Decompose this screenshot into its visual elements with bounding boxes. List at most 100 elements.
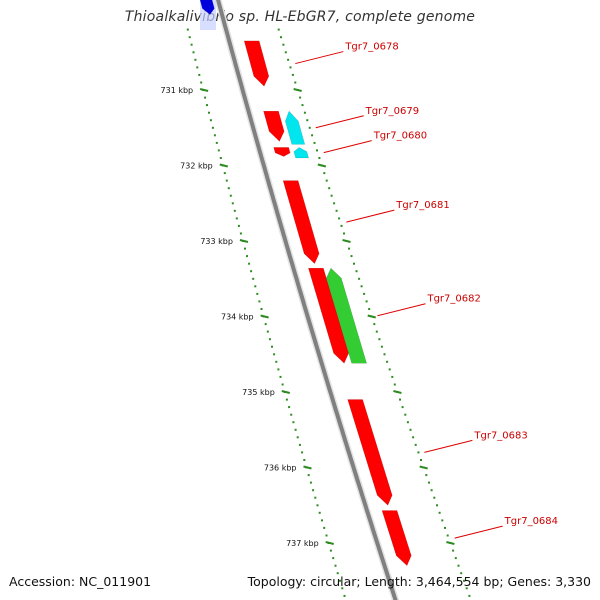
major-tick — [281, 390, 291, 394]
outer-tick-dot — [391, 375, 394, 378]
outer-tick-dot — [446, 534, 449, 537]
inner-tick-dot — [268, 338, 271, 341]
outer-tick-dot — [452, 549, 455, 552]
outer-tick-dot — [438, 511, 441, 514]
kbp-tick-label: 734 kbp — [221, 313, 254, 322]
inner-tick-dot — [254, 285, 257, 288]
kbp-tick-label: 732 kbp — [180, 162, 213, 171]
inner-tick-dot — [323, 526, 326, 529]
inner-tick-dot — [273, 353, 276, 356]
inner-tick-dot — [258, 300, 261, 303]
inner-tick-dot — [303, 459, 306, 461]
outer-tick-dot — [417, 451, 420, 454]
outer-tick-dot — [316, 149, 318, 152]
outer-tick-dot — [340, 224, 343, 227]
outer-tick-dot — [306, 119, 309, 122]
inner-tick-dot — [316, 504, 319, 507]
outer-tick-dot — [428, 481, 430, 484]
label-line — [315, 115, 364, 129]
major-tick — [199, 88, 209, 92]
outer-tick-dot — [328, 187, 331, 190]
major-tick — [325, 541, 334, 545]
inner-tick-dot — [250, 270, 253, 273]
outer-tick-dot — [465, 587, 468, 590]
inner-tick-dot — [260, 308, 263, 310]
outer-tick-dot — [420, 459, 422, 461]
major-tick — [260, 314, 269, 319]
inner-tick-dot — [213, 134, 216, 137]
outer-tick-dot — [353, 262, 355, 265]
outer-major-tick — [419, 465, 428, 470]
outer-tick-dot — [436, 504, 438, 507]
inner-tick-dot — [341, 587, 344, 590]
inner-tick-dot — [314, 496, 317, 499]
inner-tick-dot — [285, 398, 288, 401]
outer-tick-dot — [425, 474, 428, 477]
gene-features — [199, 0, 412, 567]
inner-tick-dot — [206, 104, 208, 107]
outer-tick-dot — [277, 28, 280, 31]
outer-tick-dot — [368, 308, 371, 310]
outer-tick-dot — [284, 51, 287, 54]
inner-tick-dot — [223, 172, 226, 175]
gene-Tgr7_0679 — [284, 110, 306, 145]
scale-ticks: 731 kbp 732 kbp 733 kbp 734 kbp 735 kbp 736 k… — [161, 28, 471, 597]
inner-tick-dot — [321, 519, 323, 522]
gene-label-Tgr7_0682: Tgr7_0682 — [426, 294, 480, 305]
inner-tick-dot — [266, 330, 269, 333]
accession-text: Accession: NC_011901 — [9, 574, 152, 589]
inner-tick-dot — [290, 413, 293, 416]
inner-gene-0 — [263, 110, 285, 142]
inner-tick-dot — [301, 451, 304, 454]
inner-tick-dot — [309, 481, 312, 484]
outer-tick-dot — [343, 232, 345, 235]
outer-major-tick — [367, 314, 376, 319]
gene-labels: Tgr7_0678 Tgr7_0679 Tgr7_0680 Tgr7_0681 Tgr7… — [295, 42, 558, 539]
outer-tick-dot — [404, 413, 407, 416]
gene-label-Tgr7_0680: Tgr7_0680 — [373, 131, 427, 142]
backbone-ring — [214, 0, 400, 600]
inner-tick-dot — [244, 247, 246, 250]
outer-tick-dot — [414, 443, 417, 446]
major-tick — [303, 465, 312, 470]
label-line — [295, 51, 344, 65]
outer-tick-dot — [348, 247, 350, 250]
inner-tick-dot — [211, 126, 214, 129]
inner-tick-dot — [229, 194, 232, 197]
label-line — [377, 303, 426, 317]
outer-tick-dot — [433, 496, 436, 499]
outer-tick-dot — [380, 345, 383, 348]
inner-tick-dot — [194, 58, 197, 61]
kbp-tick-label: 733 kbp — [200, 237, 233, 246]
inner-tick-dot — [186, 28, 189, 31]
outer-major-tick — [342, 239, 351, 243]
outer-tick-dot — [282, 43, 285, 46]
outer-tick-dot — [294, 81, 297, 84]
inner-tick-dot — [329, 549, 332, 552]
inner-tick-dot — [277, 368, 280, 371]
inner-tick-dot — [298, 443, 301, 446]
outer-major-tick — [446, 541, 455, 545]
outer-tick-dot — [355, 270, 358, 273]
inner-tick-dot — [264, 323, 267, 326]
inner-tick-dot — [219, 157, 222, 159]
outer-tick-dot — [335, 209, 338, 212]
inner-tick-dot — [198, 73, 201, 76]
outer-tick-dot — [313, 141, 316, 144]
outer-tick-dot — [412, 436, 415, 439]
outer-tick-dot — [386, 360, 389, 363]
major-tick — [219, 163, 229, 168]
outer-tick-dot — [401, 406, 404, 409]
outer-tick-dot — [303, 111, 306, 114]
outer-tick-dot — [399, 398, 401, 401]
outer-tick-dot — [301, 104, 304, 107]
outer-tick-dot — [289, 66, 292, 69]
outer-tick-dot — [360, 285, 363, 288]
inner-tick-dot — [332, 557, 335, 560]
outer-tick-dot — [383, 353, 386, 356]
gene-label-Tgr7_0678: Tgr7_0678 — [344, 42, 398, 53]
outer-tick-dot — [441, 519, 444, 522]
topology-text: Topology: circular; Length: 3,464,554 bp… — [247, 574, 591, 589]
outer-tick-dot — [460, 572, 463, 575]
